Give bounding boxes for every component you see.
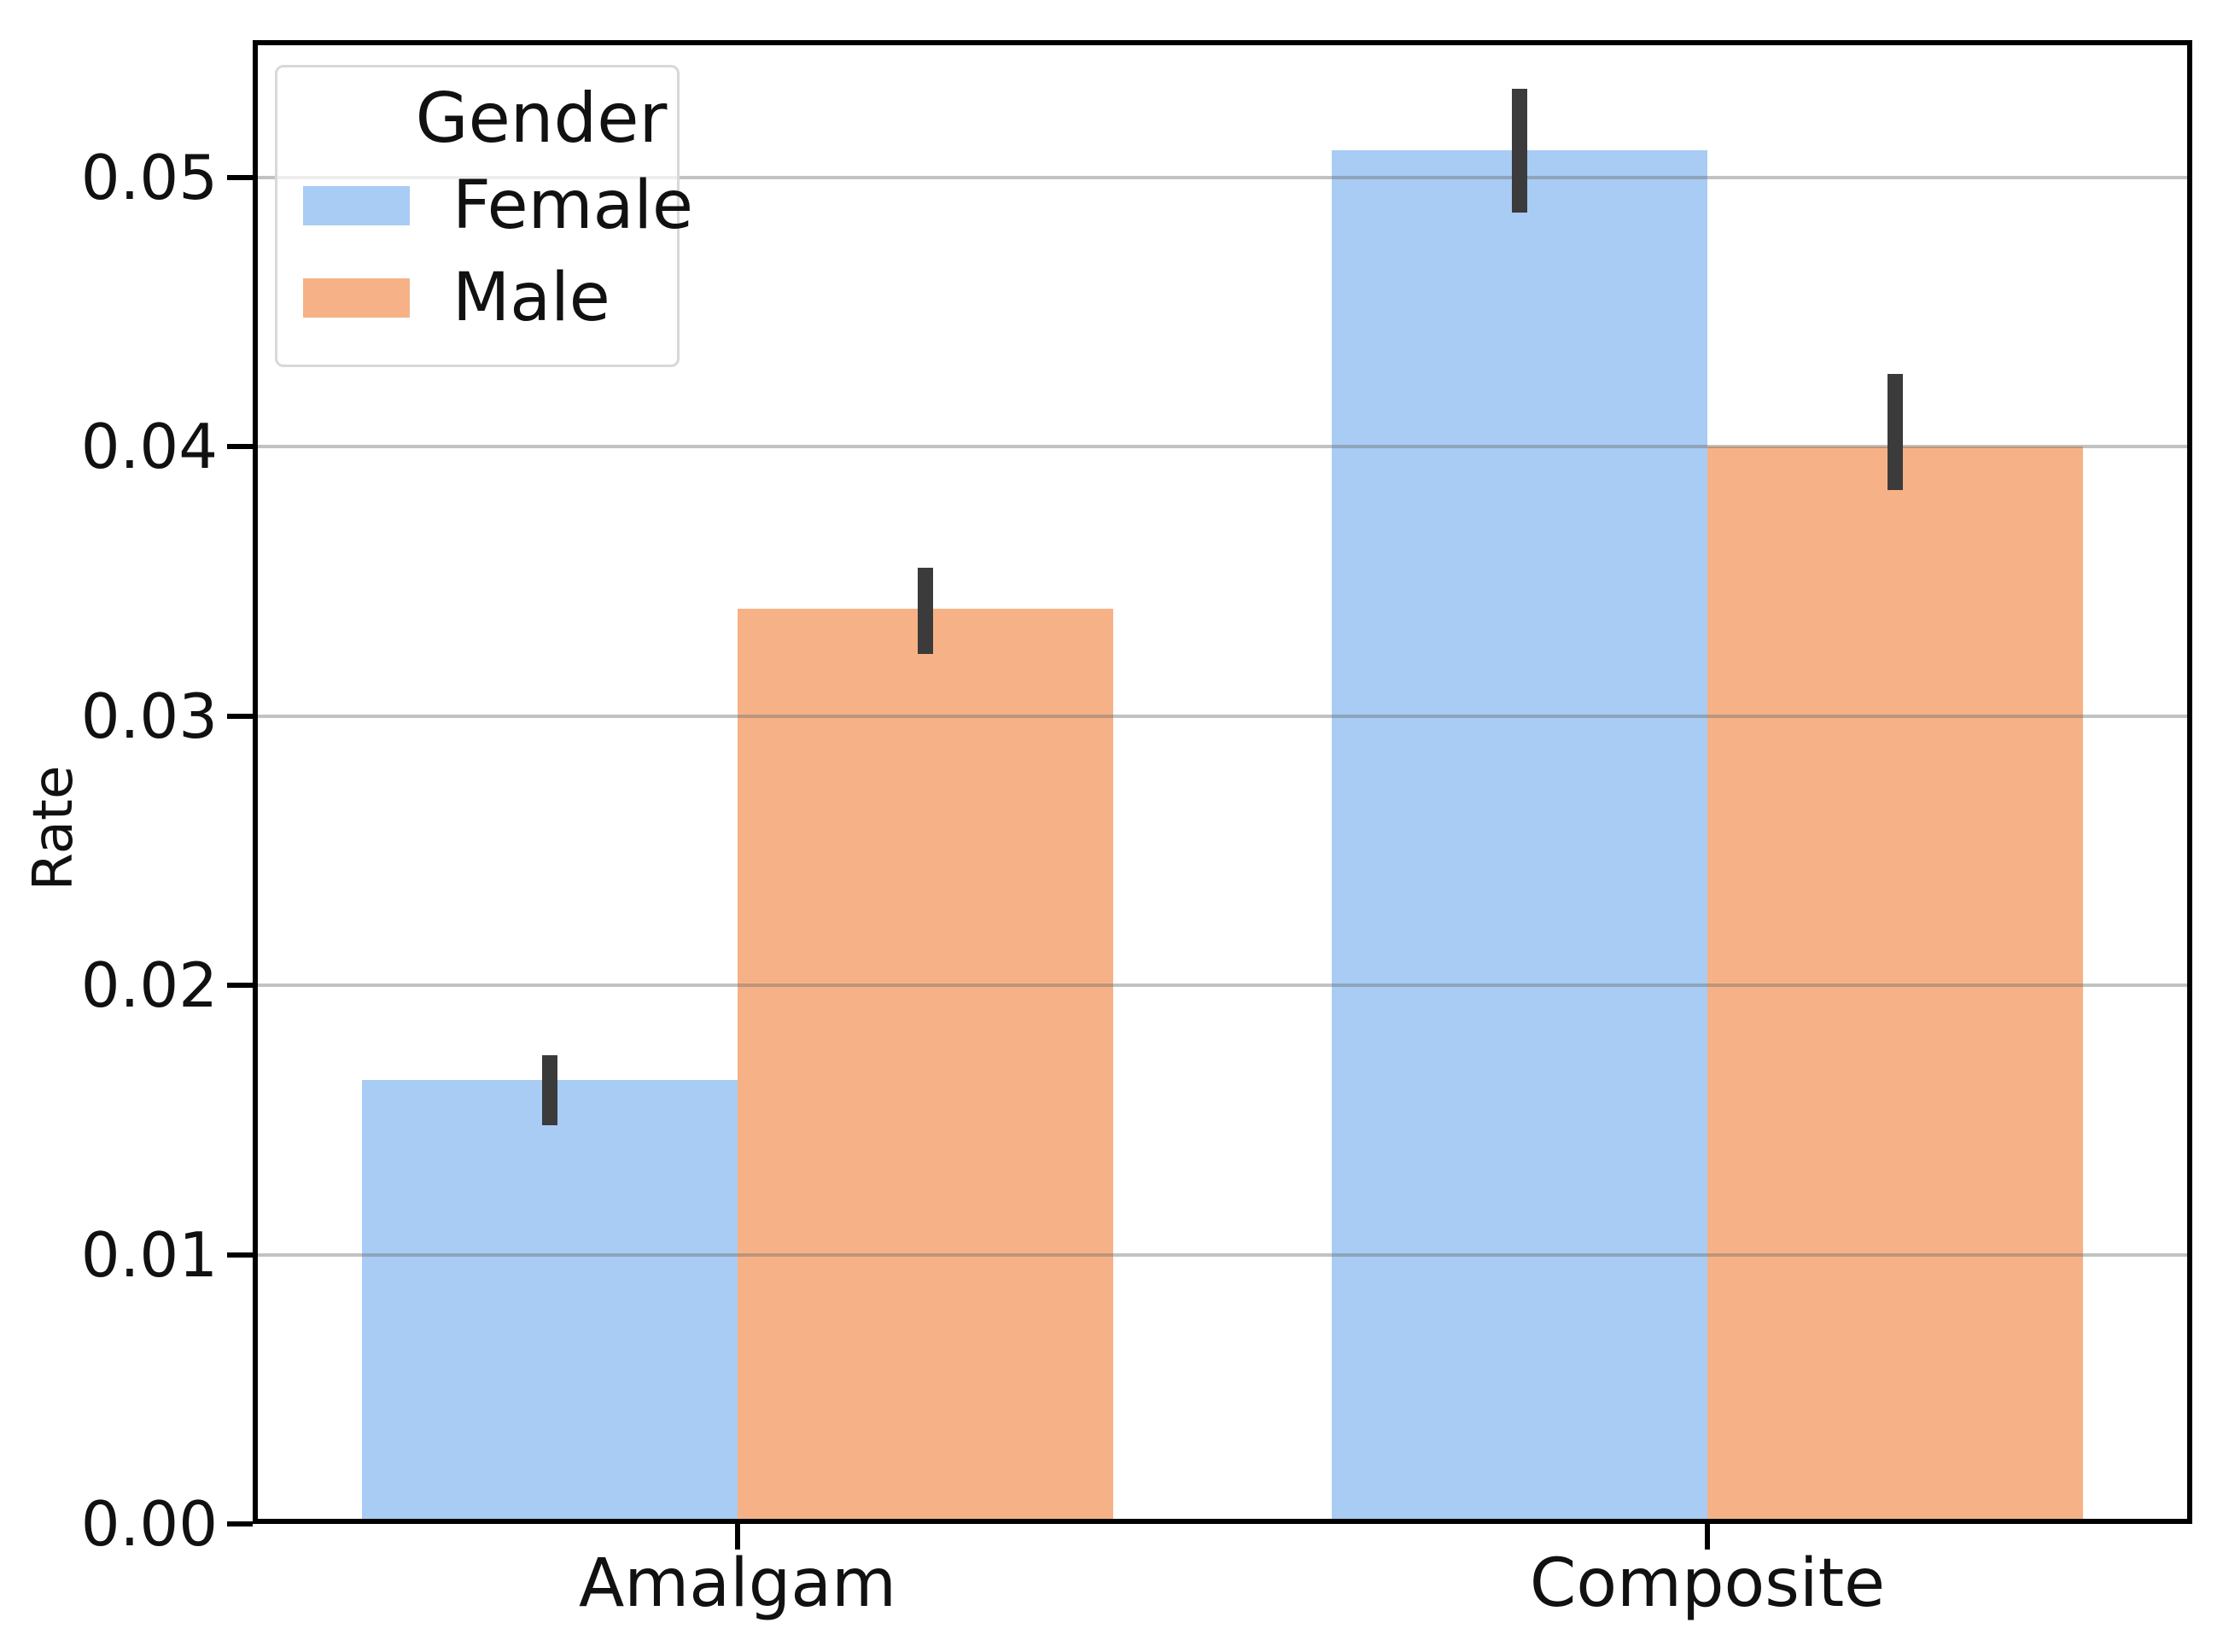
gridline [253,445,2192,449]
gridline [253,1252,2192,1257]
x-category-label-composite: Composite [1529,1545,1886,1622]
y-tick-mark [227,444,253,450]
legend: Gender Female Male [275,65,693,367]
legend-title: Gender [415,79,668,158]
bar-amalgam-male [738,608,1113,1524]
y-tick-label: 0.01 [80,1218,218,1291]
y-tick-mark [227,1521,253,1526]
x-category-label-amalgam: Amalgam [578,1545,897,1622]
x-tick-mark [1705,1524,1710,1550]
gridline [253,984,2192,988]
y-tick-mark [227,174,253,180]
y-tick-mark [227,713,253,719]
y-tick-label: 0.02 [80,949,218,1022]
legend-entry-male: Male [277,255,677,341]
plot-area [253,40,2192,1524]
y-tick-label: 0.04 [80,411,218,483]
error-bar-amalgam-female [542,1055,557,1126]
gridline [253,714,2192,718]
y-tick-mark [227,983,253,989]
bar-amalgam-female [362,1079,738,1524]
legend-entry-female: Female [277,163,693,248]
legend-label-female: Female [452,167,694,244]
y-tick-label: 0.00 [80,1488,218,1560]
y-axis-label: Rate [22,765,85,891]
y-tick-label: 0.05 [80,141,218,213]
error-bar-amalgam-male [918,568,933,655]
bar-composite-female [1332,150,1707,1524]
x-tick-mark [735,1524,740,1550]
legend-label-male: Male [452,260,610,336]
bar-composite-male [1707,447,2083,1524]
y-tick-mark [227,1252,253,1258]
gridline [253,175,2192,179]
error-bar-composite-female [1512,88,1527,213]
error-bar-composite-male [1888,374,1903,490]
legend-swatch-female-icon [303,186,410,225]
legend-swatch-male-icon [303,278,410,318]
y-tick-label: 0.03 [80,680,218,752]
